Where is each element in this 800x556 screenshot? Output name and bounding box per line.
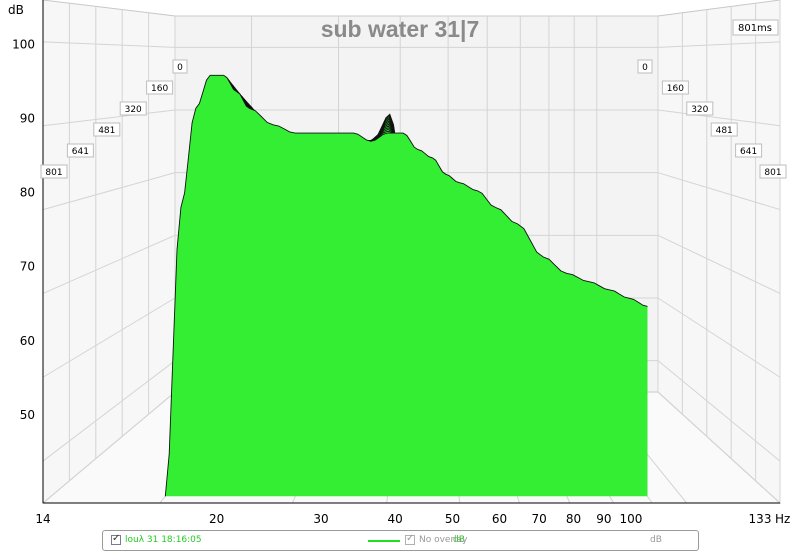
time-tick-label: 801 [764, 168, 781, 178]
time-tick-right: 481 [710, 122, 738, 137]
axis-labels: 100 90 80 70 60 50 14 20 30 40 50 60 70 80 90 100 133 0 0 1… [12, 37, 787, 526]
time-tick-label: 641 [72, 147, 89, 157]
x-tick-label: 14 [35, 512, 50, 526]
waterfall-plot: 100 90 80 70 60 50 14 20 30 40 50 60 70 80 90 100 133 0 0 1… [8, 0, 790, 526]
grid-line-right-wall [657, 172, 781, 211]
time-label: 801ms [738, 23, 772, 34]
x-tick-label: 100 [619, 512, 642, 526]
grid-line-right-wall [657, 297, 781, 378]
y-tick-label: 50 [20, 408, 35, 422]
x-tick-label: 90 [596, 512, 611, 526]
time-tick-right: 320 [686, 101, 714, 116]
time-label-box: 801ms [732, 19, 779, 36]
time-tick-right: 160 [661, 80, 689, 95]
legend-bar: louλ 31 18:16:05 dB No overlay dB [102, 530, 699, 551]
time-tick-right: 641 [735, 143, 763, 158]
time-tick-left: 641 [66, 143, 94, 158]
time-tick-label: 0 [642, 63, 648, 73]
waterfall-slices [164, 74, 648, 497]
series-color-swatch [368, 540, 400, 542]
time-tick-label: 481 [716, 126, 733, 136]
time-tick-label: 481 [98, 126, 115, 136]
time-tick-left: 320 [119, 101, 147, 116]
chart-title: sub water 31|7 [321, 16, 480, 42]
series-checkbox[interactable] [111, 533, 121, 545]
time-tick-left: 481 [93, 122, 121, 137]
time-tick-label: 801 [45, 168, 62, 178]
y-tick-label: 90 [20, 112, 35, 126]
x-tick-label: 60 [492, 512, 507, 526]
grid-line-left-wall [42, 234, 176, 294]
time-tick-label: 320 [691, 105, 708, 115]
grid-line-right-wall [657, 109, 781, 127]
x-tick-label: 80 [566, 512, 581, 526]
time-tick-label: 160 [667, 84, 684, 94]
overlay-checkbox[interactable] [405, 533, 415, 545]
time-tick-right: 801 [759, 164, 787, 179]
grid-line-left-wall [42, 360, 176, 462]
y-tick-label: 60 [20, 334, 35, 348]
y-tick-label: 100 [12, 37, 35, 51]
waterfall-slice-line [164, 74, 648, 497]
time-tick-label: 320 [125, 105, 142, 115]
overlay-label: No overlay [419, 535, 468, 545]
x-tick-label: 70 [531, 512, 546, 526]
time-tick-left: 801 [40, 164, 68, 179]
time-tick-label: 160 [151, 84, 168, 94]
grid-line-left-wall [42, 297, 176, 378]
overlay-unit: dB [650, 535, 662, 545]
y-tick-label: 70 [20, 260, 35, 274]
x-tick-label: 40 [387, 512, 402, 526]
x-tick-label: 50 [445, 512, 460, 526]
series-unit: dB [453, 535, 465, 545]
y-tick-label: 80 [20, 186, 35, 200]
time-tick-right: 0 [637, 59, 653, 74]
x-tick-label: 20 [209, 512, 224, 526]
grid-line-floor [657, 391, 781, 504]
series-label: louλ 31 18:16:05 [125, 535, 202, 545]
x-tick-label: 30 [313, 512, 328, 526]
grid-line-left-wall [42, 109, 176, 127]
grid-line-right-wall [657, 41, 781, 48]
x-tick-label: 133 [749, 512, 772, 526]
axes [42, 0, 780, 504]
time-tick-label: 641 [740, 147, 757, 157]
time-tick-left: 0 [172, 59, 188, 74]
grid-line-left-wall [42, 172, 176, 211]
waterfall-slice-area [165, 75, 648, 497]
x-axis-unit: Hz [775, 512, 790, 526]
grid-line-right-wall [657, 234, 781, 294]
y-axis-label: dB [8, 3, 24, 17]
grid-line-left-wall [42, 41, 176, 48]
grid-line-right-wall [657, 360, 781, 462]
time-tick-label: 0 [177, 63, 183, 73]
time-tick-left: 160 [146, 80, 174, 95]
grid-line-floor [42, 391, 176, 504]
